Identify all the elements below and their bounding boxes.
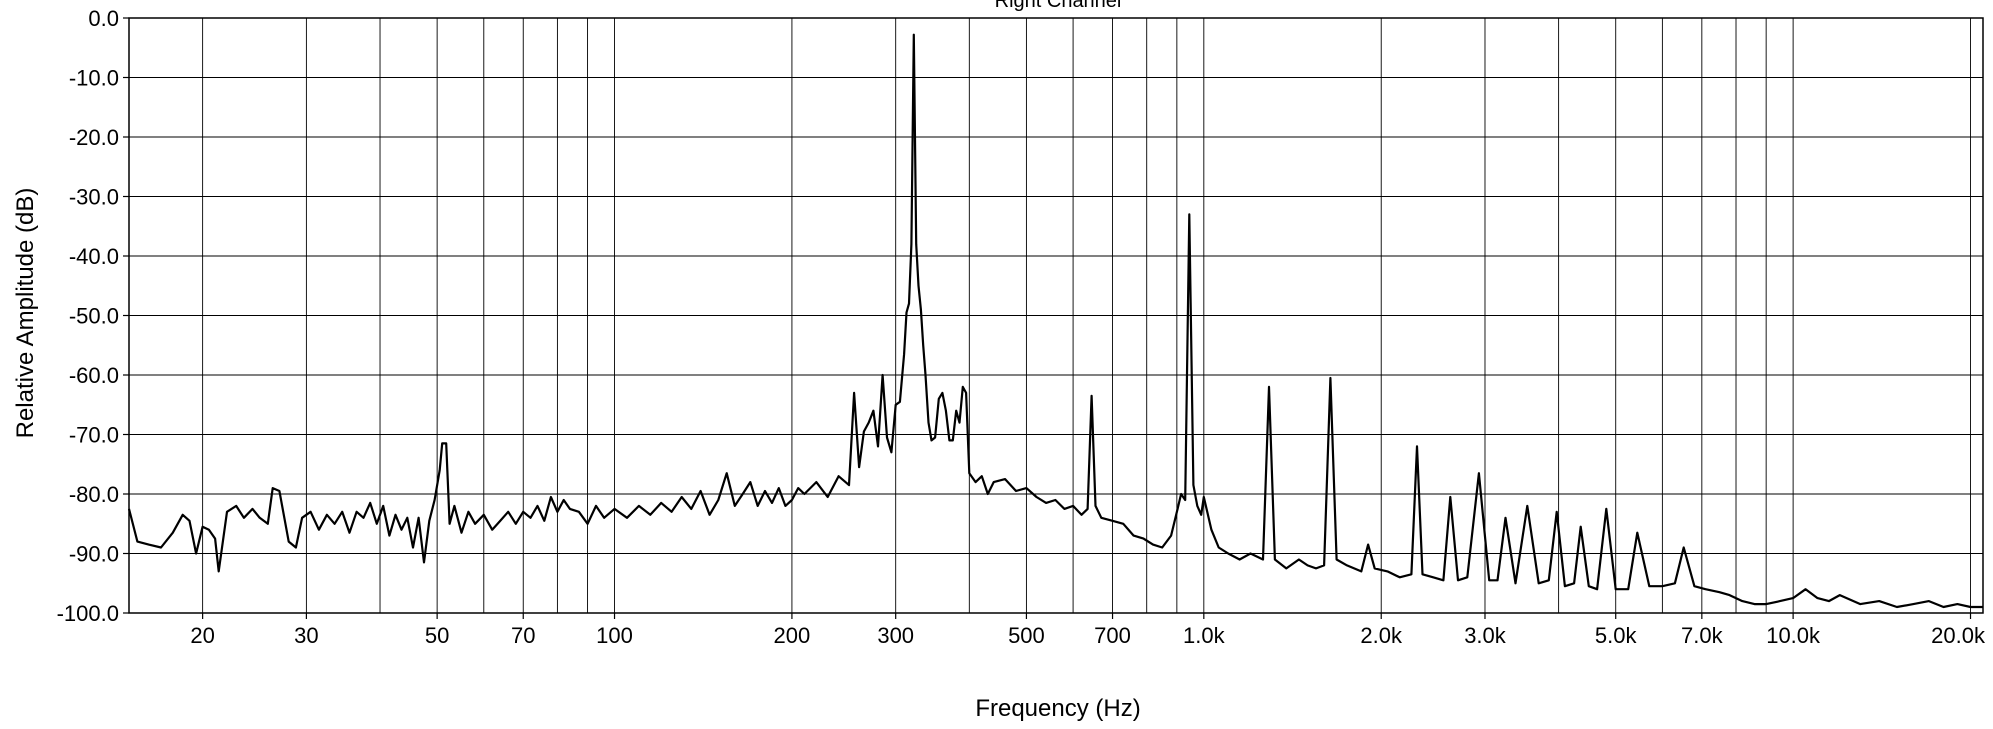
y-tick-label: -10.0	[69, 66, 119, 91]
y-tick-label: 0.0	[88, 6, 119, 31]
y-tick-label: -80.0	[69, 482, 119, 507]
x-tick-label: 70	[511, 623, 535, 648]
y-tick-label: -100.0	[57, 601, 119, 626]
x-tick-label: 200	[774, 623, 811, 648]
y-tick-label: -20.0	[69, 125, 119, 150]
x-tick-label: 300	[877, 623, 914, 648]
x-tick-label: 7.0k	[1681, 623, 1724, 648]
y-tick-label: -60.0	[69, 363, 119, 388]
x-axis-label: Frequency (Hz)	[975, 695, 1140, 722]
y-tick-label: -30.0	[69, 185, 119, 210]
y-tick-label: -40.0	[69, 244, 119, 269]
x-tick-label: 5.0k	[1595, 623, 1638, 648]
series-line-amplitude	[127, 33, 1983, 609]
x-tick-label: 30	[294, 623, 318, 648]
x-tick-label: 700	[1094, 623, 1131, 648]
x-tick-label: 20.0k	[1931, 623, 1986, 648]
x-tick-labels: 20 30 50 70 100 200 300 500 700 1.0k 2.0k 3.0k 5.0k 7…	[190, 623, 1986, 648]
x-tick-label: 500	[1008, 623, 1045, 648]
plot-frame	[128, 17, 1984, 614]
x-tick-label: 3.0k	[1464, 623, 1507, 648]
y-tick-label: -50.0	[69, 304, 119, 329]
x-tick-label: 2.0k	[1360, 623, 1403, 648]
x-tick-label: 10.0k	[1766, 623, 1821, 648]
x-tick-label: 1.0k	[1183, 623, 1226, 648]
y-axis-label: Relative Amplitude (dB)	[12, 188, 39, 439]
y-tick-label: -90.0	[69, 542, 119, 567]
y-tick-labels: 0.0 -10.0 -20.0 -30.0 -40.0 -50.0 -60.0 -70.0 -8…	[57, 6, 119, 626]
y-tick-label: -70.0	[69, 423, 119, 448]
x-tick-label: 50	[425, 623, 449, 648]
x-tick-label: 100	[596, 623, 633, 648]
chart-title: Right Channel	[995, 0, 1122, 12]
x-tick-label: 20	[190, 623, 214, 648]
